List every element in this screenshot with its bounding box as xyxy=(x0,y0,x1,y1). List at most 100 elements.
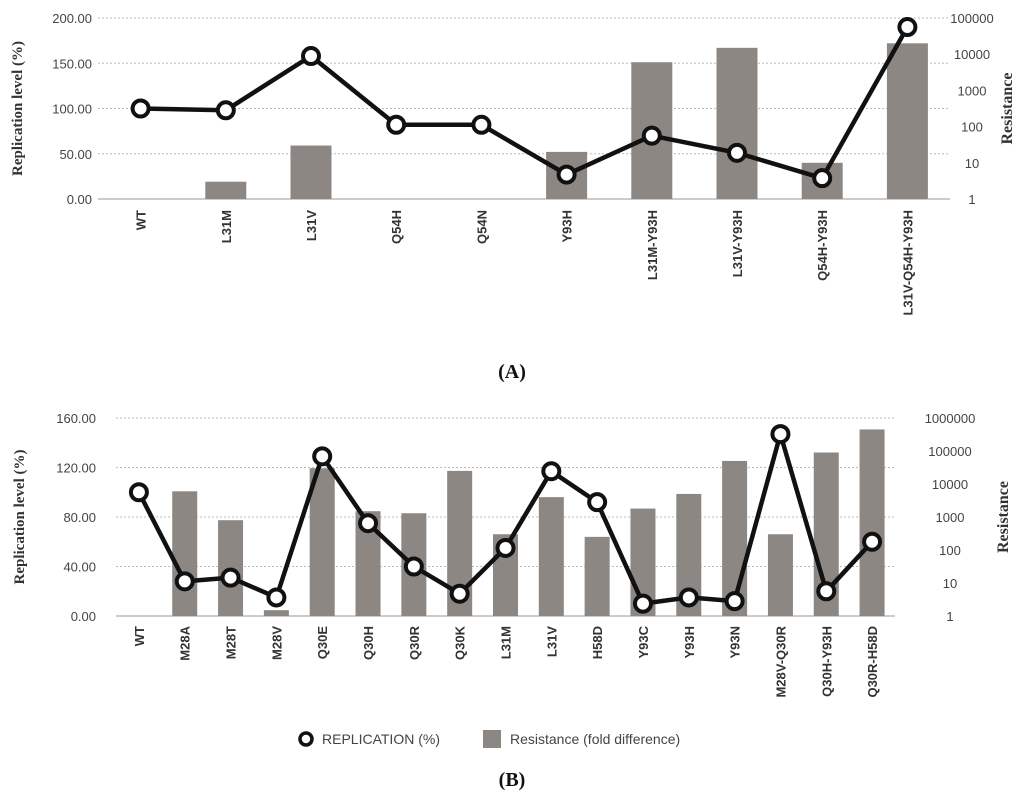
replication-point xyxy=(449,583,470,604)
right-tick-label: 10 xyxy=(943,576,957,591)
right-tick-label: 100 xyxy=(939,543,961,558)
category-label: Q30H-Y93H xyxy=(819,626,834,697)
replication-point xyxy=(174,571,195,592)
legend-label: REPLICATION (%) xyxy=(322,731,440,747)
category-label: Q30H xyxy=(361,626,376,660)
replication-point xyxy=(215,100,236,121)
replication-point xyxy=(727,142,747,163)
replication-point xyxy=(403,556,424,577)
category-label: L31V xyxy=(304,210,319,241)
category-label: Q30R-H58D xyxy=(865,626,880,698)
category-label: Q54N xyxy=(474,210,489,244)
category-label: Q30E xyxy=(315,626,330,660)
category-label: M28T xyxy=(224,626,239,659)
category-label: Q54H xyxy=(389,210,404,244)
left-tick-label: 80.00 xyxy=(63,510,96,525)
category-label: Q54H-Y93H xyxy=(815,210,830,281)
resistance-bar xyxy=(722,460,748,616)
category-label: WT xyxy=(132,626,147,646)
right-tick-label: 100 xyxy=(961,120,983,135)
left-axis-title: Replication level (%) xyxy=(10,41,26,176)
category-label: L31V xyxy=(544,626,559,657)
legend-bar-marker xyxy=(483,730,501,748)
right-tick-label: 1000 xyxy=(958,83,987,98)
category-label: Y93N xyxy=(728,626,743,659)
category-label: WT xyxy=(134,210,149,230)
left-tick-label: 40.00 xyxy=(63,560,96,575)
right-tick-label: 100000 xyxy=(928,444,971,459)
replication-point xyxy=(862,531,883,552)
replication-point xyxy=(556,164,577,185)
left-tick-label: 160.00 xyxy=(56,411,96,426)
replication-point xyxy=(632,593,653,614)
resistance-bar xyxy=(309,468,335,616)
right-tick-label: 10000 xyxy=(932,477,968,492)
replication-point xyxy=(301,46,321,67)
replication-line xyxy=(140,25,910,181)
replication-point xyxy=(816,581,837,602)
left-tick-label: 150.00 xyxy=(52,56,92,71)
replication-point xyxy=(897,17,918,38)
replication-point xyxy=(266,587,287,608)
left-tick-label: 200.00 xyxy=(52,11,92,26)
panel-label: (B) xyxy=(499,769,526,791)
category-label: Y93H xyxy=(682,626,697,659)
category-label: H58D xyxy=(590,626,605,659)
left-tick-label: 0.00 xyxy=(67,192,92,207)
replication-point xyxy=(358,513,379,534)
replication-point xyxy=(541,461,562,482)
resistance-bar xyxy=(584,536,610,616)
replication-point xyxy=(812,168,833,189)
resistance-bar xyxy=(172,491,198,616)
left-axis-title: Replication level (%) xyxy=(12,450,28,585)
resistance-bar xyxy=(290,145,332,199)
replication-point xyxy=(386,114,407,135)
category-label: M28V-Q30R xyxy=(773,625,788,697)
resistance-bar xyxy=(538,497,564,616)
chart-panel-a: 0.00 50.00 100.00 150.00 200.00 1 10 100 1000 100… xyxy=(10,11,1016,383)
legend-label: Resistance (fold difference) xyxy=(510,731,680,747)
replication-point xyxy=(770,424,791,445)
right-tick-label: 10 xyxy=(965,156,979,171)
category-label: L31M-Y93H xyxy=(645,210,660,280)
legend-line-marker xyxy=(298,731,314,747)
category-label: M28V xyxy=(269,626,284,660)
chart-panel-b: 0.00 40.00 80.00 120.00 160.00 1 10 100 1000 1000… xyxy=(12,411,1012,791)
category-label: L31V-Q54H-Y93H xyxy=(900,210,915,316)
legend: REPLICATION (%) Resistance (fold differen… xyxy=(298,730,680,748)
replication-point xyxy=(128,482,149,503)
right-tick-label: 1 xyxy=(946,609,953,624)
category-label: Q30R xyxy=(407,625,422,660)
category-label: L31V-Y93H xyxy=(730,210,745,277)
right-tick-label: 1 xyxy=(968,192,975,207)
replication-point xyxy=(641,125,662,146)
resistance-bar xyxy=(767,534,793,616)
category-label: Y93C xyxy=(636,625,651,658)
replication-point xyxy=(130,98,151,119)
replication-point xyxy=(471,114,492,135)
resistance-bar xyxy=(205,181,247,199)
resistance-bar xyxy=(859,429,885,616)
right-tick-label: 10000 xyxy=(954,47,990,62)
replication-point xyxy=(220,567,241,588)
category-label: Y93H xyxy=(560,210,575,243)
left-tick-label: 120.00 xyxy=(56,461,96,476)
category-label: L31M xyxy=(219,210,234,243)
resistance-bar xyxy=(716,47,758,199)
right-tick-label: 1000000 xyxy=(925,411,976,426)
resistance-bar xyxy=(263,610,289,616)
right-tick-label: 1000 xyxy=(936,510,965,525)
left-tick-label: 50.00 xyxy=(59,147,92,162)
right-axis-title: Resistance xyxy=(999,73,1016,145)
category-label: L31M xyxy=(499,626,514,659)
right-tick-label: 100000 xyxy=(950,11,993,26)
category-label: M28A xyxy=(178,625,193,660)
left-tick-label: 100.00 xyxy=(52,102,92,117)
left-tick-label: 0.00 xyxy=(71,609,96,624)
panel-label: (A) xyxy=(498,361,526,383)
replication-point xyxy=(587,492,608,513)
replication-point xyxy=(312,446,333,467)
replication-point xyxy=(678,587,699,608)
right-axis-title: Resistance xyxy=(995,481,1012,553)
